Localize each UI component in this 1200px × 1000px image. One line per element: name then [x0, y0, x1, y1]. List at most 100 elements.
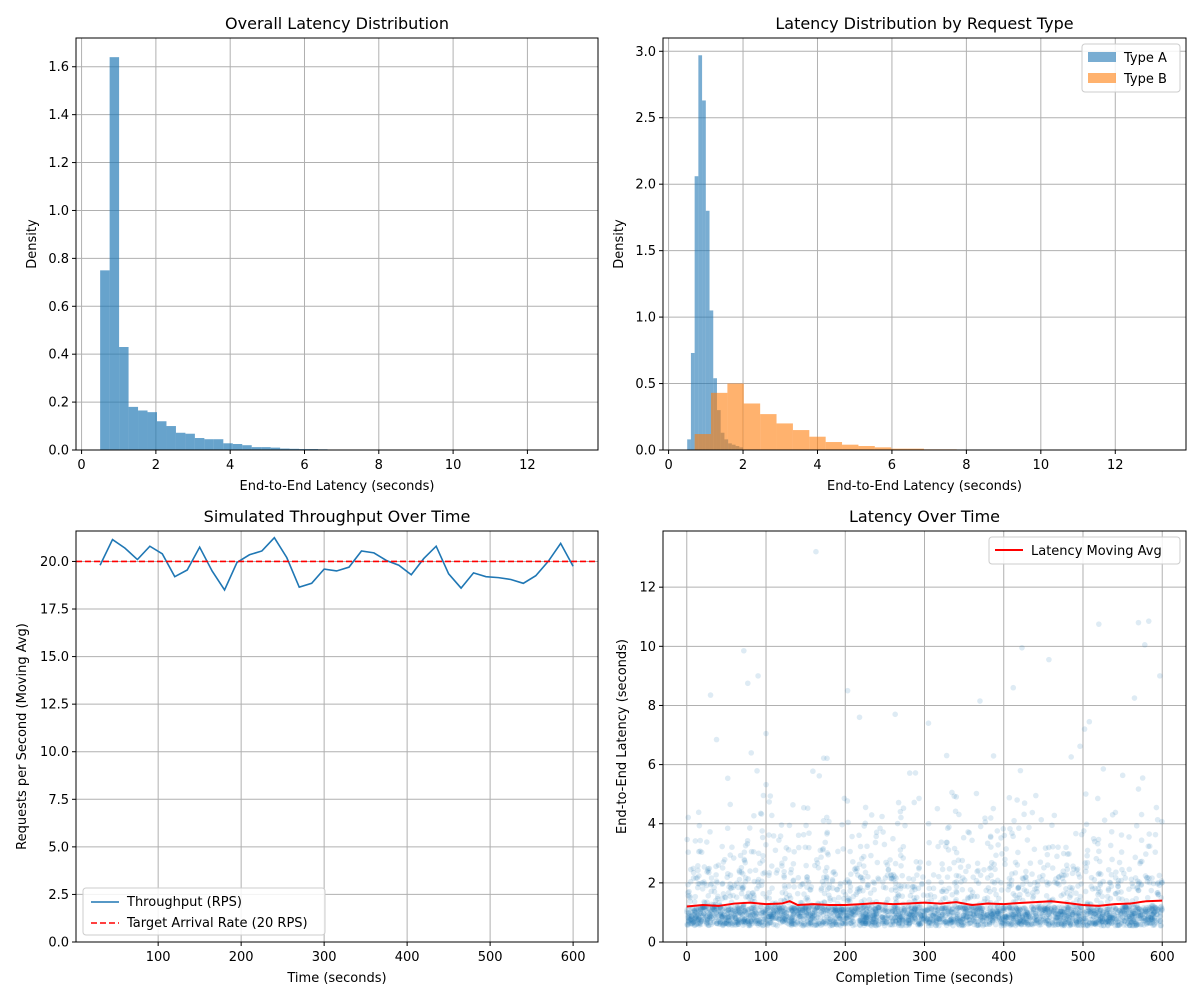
histogram-bar-type-b [907, 448, 924, 450]
latency-point [713, 911, 720, 918]
latency-point [920, 912, 926, 919]
latency-point [983, 914, 989, 921]
latency-point [693, 921, 700, 928]
latency-point [978, 910, 985, 917]
latency-point [1056, 882, 1062, 888]
latency-point [803, 896, 809, 902]
latency-point [1112, 919, 1119, 925]
legend-label: Latency Moving Avg [1031, 544, 1162, 559]
latency-point [1004, 914, 1011, 921]
latency-point [1028, 904, 1035, 910]
latency-point [823, 873, 830, 880]
x-tick-label: 10 [445, 458, 462, 473]
latency-point [1132, 854, 1139, 861]
latency-point [972, 918, 979, 924]
latency-point [1135, 619, 1142, 626]
latency-point [815, 864, 822, 871]
latency-point [932, 919, 939, 925]
latency-point [1006, 881, 1013, 887]
latency-point [773, 915, 780, 921]
latency-point [1042, 919, 1048, 926]
y-axis: 0.02.55.07.510.012.515.017.520.0 [40, 555, 76, 951]
latency-point [971, 918, 978, 925]
histogram-bar [261, 447, 271, 450]
latency-point [847, 848, 853, 855]
latency-point [1009, 871, 1015, 877]
latency-point [804, 894, 811, 901]
latency-point [842, 921, 849, 927]
latency-point [992, 914, 998, 920]
latency-point [734, 904, 741, 910]
latency-point [1045, 922, 1052, 928]
latency-point [998, 919, 1004, 926]
latency-point [1025, 921, 1032, 928]
latency-point [929, 917, 936, 923]
latency-point [1061, 921, 1067, 927]
latency-point [767, 793, 774, 799]
latency-point [812, 909, 818, 916]
latency-point [1054, 880, 1061, 887]
latency-point [1142, 916, 1149, 922]
latency-point [696, 920, 703, 926]
latency-point [896, 922, 902, 929]
latency-point [728, 909, 734, 916]
latency-point [885, 912, 892, 919]
latency-point [747, 913, 754, 920]
latency-point [1091, 908, 1097, 914]
latency-point [919, 916, 925, 923]
latency-point [1086, 907, 1093, 913]
latency-point [1149, 915, 1156, 921]
latency-point [706, 916, 713, 922]
latency-point [859, 920, 866, 926]
histogram-bar-type-a [694, 176, 699, 450]
latency-point [1023, 915, 1029, 922]
latency-point [1124, 920, 1131, 926]
latency-point [740, 919, 747, 925]
latency-point [1099, 919, 1106, 926]
y-tick-label: 0.4 [48, 348, 69, 363]
latency-point [686, 910, 692, 916]
latency-point [1042, 845, 1049, 851]
latency-point [1128, 911, 1135, 918]
latency-point [802, 912, 808, 919]
legend-label: Throughput (RPS) [126, 895, 242, 910]
latency-point [986, 919, 993, 926]
latency-point [974, 893, 980, 900]
latency-point [1055, 874, 1062, 880]
latency-point [1145, 920, 1152, 926]
latency-point [1091, 919, 1097, 926]
latency-point [737, 852, 744, 859]
latency-point [705, 922, 712, 929]
latency-point [738, 919, 744, 926]
latency-points [684, 548, 1165, 929]
latency-point [722, 920, 728, 927]
latency-point [1081, 726, 1088, 732]
latency-point [739, 885, 745, 891]
latency-point [905, 920, 912, 927]
latency-point [1114, 916, 1120, 923]
latency-point [1003, 915, 1009, 921]
latency-point [903, 910, 910, 917]
latency-point [1035, 904, 1041, 910]
latency-point [1008, 877, 1015, 883]
latency-point [1106, 906, 1113, 912]
latency-point [1146, 879, 1153, 886]
latency-point [947, 912, 953, 918]
histogram-bar [232, 444, 243, 450]
latency-point [1016, 911, 1022, 918]
latency-point [1063, 872, 1069, 878]
latency-point [748, 918, 754, 924]
latency-point [914, 908, 921, 915]
latency-point [687, 916, 694, 923]
latency-point [870, 916, 877, 922]
latency-point [1138, 906, 1144, 913]
latency-point [925, 860, 932, 866]
latency-point [761, 869, 768, 876]
latency-point [785, 907, 792, 914]
latency-point [1066, 914, 1073, 921]
latency-point [721, 856, 728, 863]
latency-point [1122, 904, 1128, 910]
y-tick-label: 1.0 [635, 311, 656, 326]
x-tick-label: 500 [1071, 950, 1096, 965]
latency-point [1127, 918, 1133, 924]
